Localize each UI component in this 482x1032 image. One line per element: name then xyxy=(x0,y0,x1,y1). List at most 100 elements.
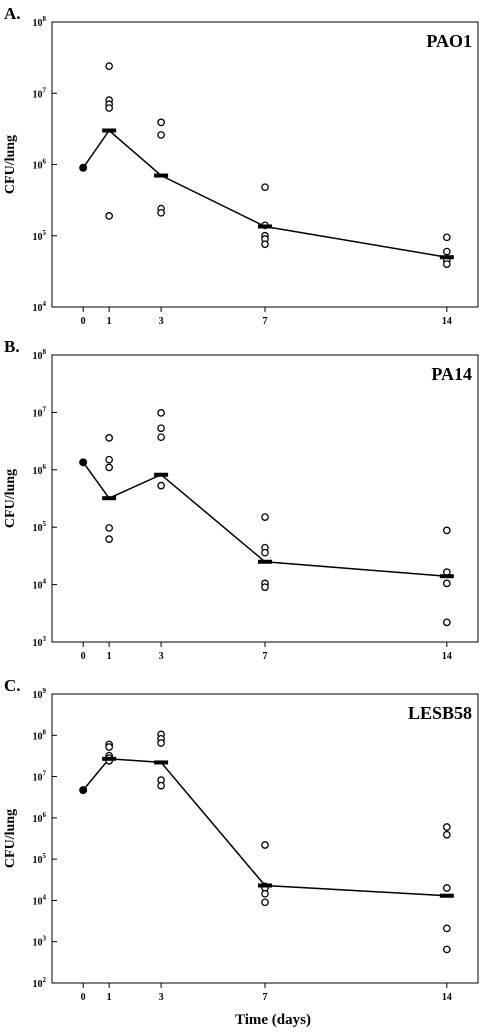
y-axis-label: CFU/lung xyxy=(3,469,18,528)
data-point xyxy=(261,183,269,192)
x-tick-label: 3 xyxy=(159,992,164,1003)
y-tick-label: 104 xyxy=(33,893,47,907)
data-point xyxy=(157,409,165,417)
data-point xyxy=(442,260,451,268)
initial-point xyxy=(79,786,88,795)
data-point xyxy=(157,131,165,139)
x-tick-label: 1 xyxy=(107,651,112,662)
mean-marker xyxy=(439,255,454,260)
y-axis-label: CFU/lung xyxy=(3,809,18,868)
mean-line xyxy=(82,758,447,897)
data-point xyxy=(105,524,113,532)
data-point xyxy=(105,463,113,472)
x-tick-label: 0 xyxy=(81,651,86,662)
panel-letter: C. xyxy=(4,676,21,695)
chart-panel-pao1: A. PAO1 CFU/lung 104 105 106 107 108 0 1 3 7 14 xyxy=(3,4,479,327)
initial-point xyxy=(79,163,88,172)
x-tick-label: 0 xyxy=(81,316,86,327)
data-point xyxy=(105,535,113,543)
strain-label: PAO1 xyxy=(426,31,472,51)
data-point xyxy=(261,240,269,249)
mean-marker xyxy=(258,224,272,229)
data-point xyxy=(261,841,269,849)
data-point xyxy=(442,884,451,892)
data-point xyxy=(157,739,165,747)
data-point xyxy=(442,945,451,954)
data-point xyxy=(261,513,269,521)
data-point xyxy=(157,208,165,217)
data-point xyxy=(105,212,113,220)
x-tick-label: 0 xyxy=(81,992,86,1003)
mean-marker xyxy=(258,883,272,888)
data-point xyxy=(157,481,165,490)
x-tick-label: 1 xyxy=(107,992,112,1003)
mean-marker xyxy=(154,472,169,477)
data-point xyxy=(157,781,165,790)
y-tick-label: 104 xyxy=(33,578,47,592)
data-point xyxy=(442,830,451,839)
mean-marker xyxy=(102,128,117,133)
data-point xyxy=(261,548,269,557)
data-point xyxy=(157,118,165,127)
panel-letter: B. xyxy=(4,337,20,356)
y-tick-label: 108 xyxy=(33,348,47,362)
plot-frame xyxy=(51,693,479,984)
mean-marker xyxy=(439,574,454,579)
data-point xyxy=(105,434,113,442)
mean-marker xyxy=(102,756,117,761)
mean-marker xyxy=(258,559,272,564)
x-tick-label: 14 xyxy=(442,316,452,327)
y-tick-label: 107 xyxy=(33,770,47,784)
y-tick-label: 103 xyxy=(33,935,47,949)
data-point xyxy=(442,526,451,535)
data-point xyxy=(105,104,113,112)
y-tick-label: 106 xyxy=(33,811,47,825)
strain-label: LESB58 xyxy=(408,703,472,723)
y-tick-label: 107 xyxy=(33,86,47,100)
data-point xyxy=(261,889,269,898)
data-point xyxy=(442,823,451,831)
data-point xyxy=(105,743,113,751)
mean-marker xyxy=(154,173,169,178)
data-point xyxy=(157,433,165,442)
mean-marker xyxy=(102,496,117,501)
data-point xyxy=(442,618,451,627)
y-tick-label: 108 xyxy=(33,15,47,29)
x-tick-label: 7 xyxy=(263,651,268,662)
y-tick-label: 103 xyxy=(33,635,47,649)
chart-panel-lesb58: C.LESB58CFU/lung102103104105106107108109… xyxy=(3,676,479,1003)
y-tick-label: 109 xyxy=(33,687,47,701)
strain-label: PA14 xyxy=(431,364,472,384)
initial-point xyxy=(79,458,88,467)
data-point xyxy=(105,455,113,464)
x-axis-label: Time (days) xyxy=(235,1012,311,1028)
panel-letter: A. xyxy=(4,4,21,23)
y-tick-label: 107 xyxy=(33,405,47,419)
plot-frame xyxy=(51,21,479,308)
x-tick-label: 3 xyxy=(159,651,164,662)
y-tick-label: 105 xyxy=(33,229,47,243)
x-tick-label: 7 xyxy=(263,992,268,1003)
data-point xyxy=(442,233,451,242)
y-tick-label: 102 xyxy=(33,976,47,990)
data-point xyxy=(261,583,269,592)
y-tick-label: 108 xyxy=(33,728,47,742)
y-tick-label: 106 xyxy=(33,158,47,172)
x-tick-label: 14 xyxy=(442,992,452,1003)
x-tick-label: 7 xyxy=(263,316,268,327)
y-tick-label: 105 xyxy=(33,852,47,866)
x-tick-label: 3 xyxy=(159,316,164,327)
data-point xyxy=(442,247,451,256)
mean-marker xyxy=(439,893,454,898)
x-tick-label: 1 xyxy=(107,316,112,327)
data-point xyxy=(442,924,451,933)
y-tick-label: 105 xyxy=(33,520,47,534)
data-point xyxy=(105,62,113,71)
y-axis-label: CFU/lung xyxy=(3,135,18,194)
chart-panel-pa14: B. PA14 CFU/lung 103 104 105 106 107 108 0 1 3 7 14 xyxy=(3,337,479,662)
x-tick-label: 14 xyxy=(442,651,452,662)
data-point xyxy=(157,424,165,433)
data-point xyxy=(442,579,451,588)
